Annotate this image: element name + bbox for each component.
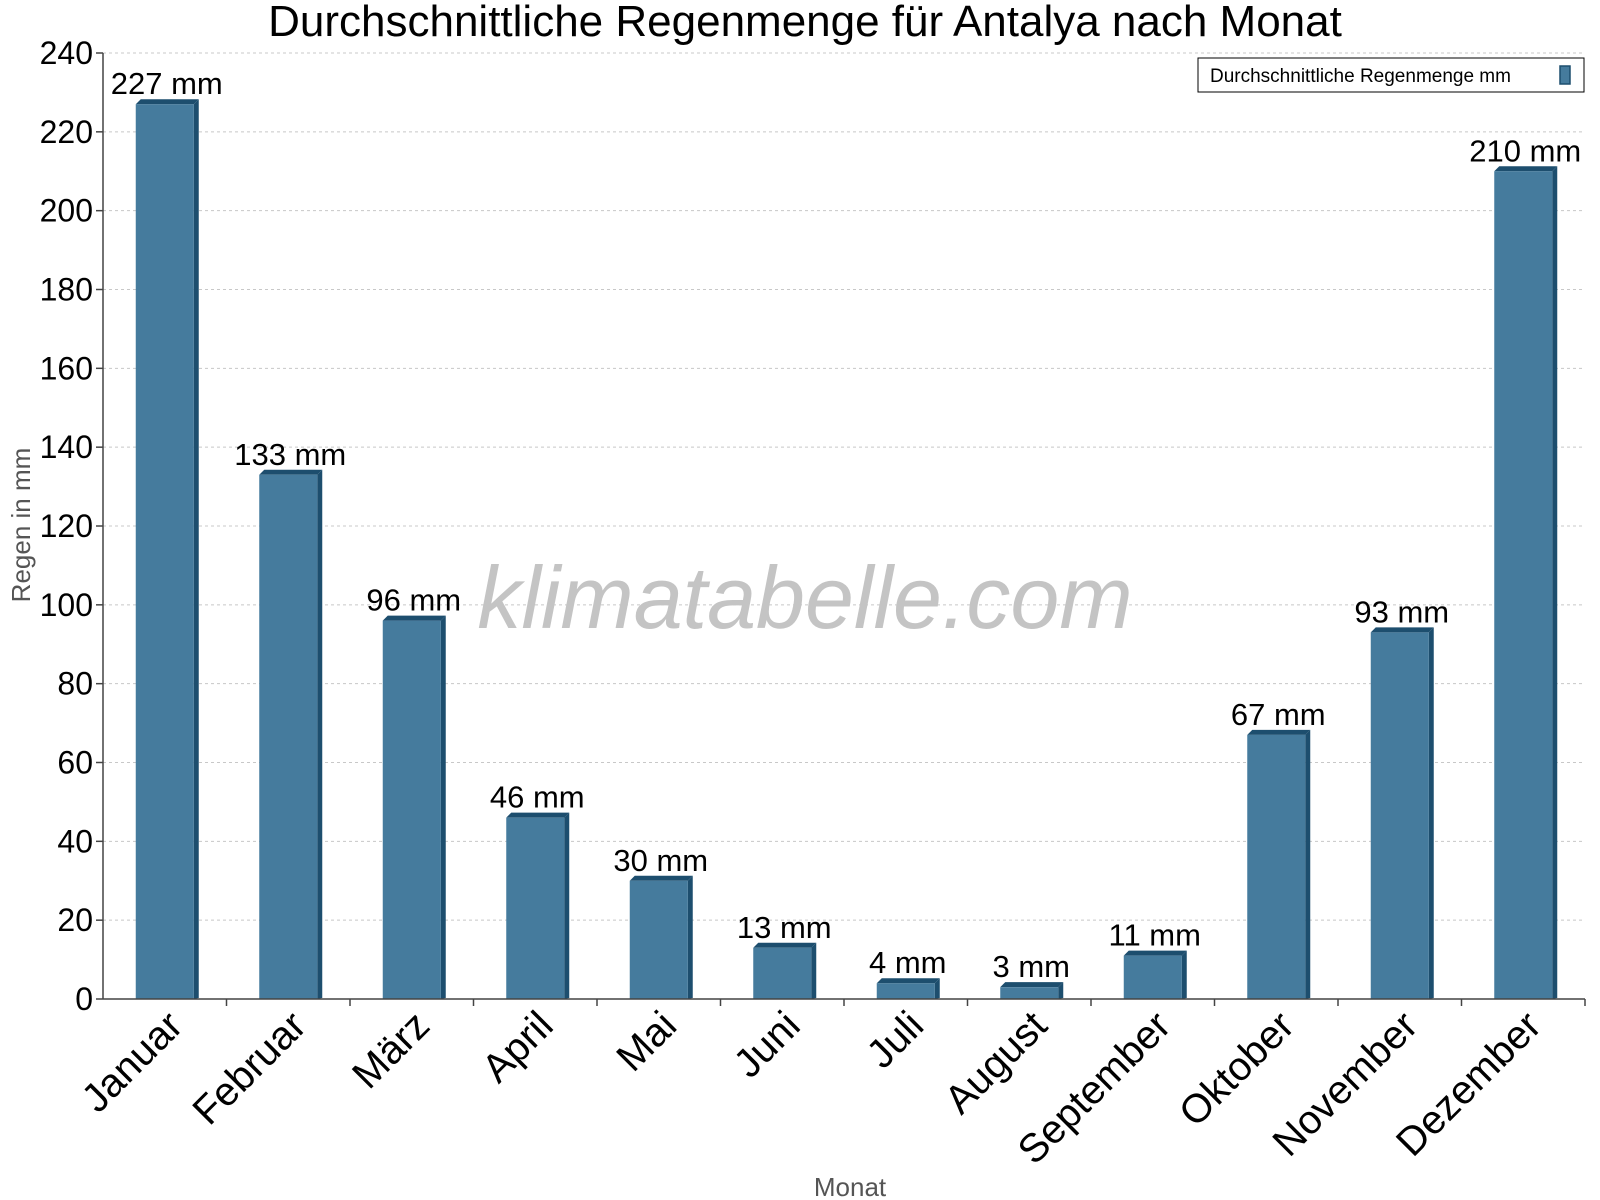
bar-august [1000, 982, 1064, 999]
bar-februar [259, 469, 323, 1000]
bar [506, 817, 565, 999]
data-label: 46 mm [490, 780, 585, 815]
x-tick-label: Januar [74, 1003, 192, 1121]
bar-top [753, 942, 817, 948]
bar-märz [382, 615, 446, 999]
y-tick-label: 220 [40, 114, 93, 150]
bar-top [1247, 729, 1311, 735]
bar-april [506, 812, 570, 999]
value-labels: 227 mm 133 mm 96 mm 46 mm 30 mm 13 mm 4 mm 3 mm… [111, 66, 1581, 984]
x-tick-label: Mai [608, 1003, 685, 1080]
y-tick-label: 200 [40, 193, 93, 229]
data-label: 67 mm [1231, 697, 1326, 732]
bar-mai [629, 875, 693, 999]
y-tick-label: 140 [40, 429, 93, 465]
bar-juli [876, 978, 940, 999]
x-tick-label: Februar [184, 1003, 314, 1133]
bar-side [1181, 950, 1187, 999]
x-tick-label: März [344, 1003, 438, 1097]
bar-side [564, 812, 570, 999]
bar-top [135, 99, 199, 105]
bar-side [1552, 166, 1558, 999]
bar [629, 880, 688, 999]
x-tick-label: August [936, 1003, 1055, 1122]
data-label: 11 mm [1109, 918, 1201, 953]
bar-september [1123, 950, 1187, 999]
bar-side [317, 469, 323, 1000]
bar [753, 947, 812, 999]
y-tick-label: 180 [40, 272, 93, 308]
bar-dezember [1494, 166, 1558, 999]
bar [876, 983, 935, 999]
gridlines [103, 52, 1585, 921]
bar-side [1058, 982, 1064, 999]
bar-side [1428, 627, 1434, 999]
bar-top [876, 978, 940, 984]
x-tick-label: April [474, 1003, 562, 1091]
y-tick-label: 0 [75, 981, 93, 1017]
data-label: 210 mm [1469, 133, 1581, 168]
y-tick-label: 240 [40, 35, 93, 71]
bar [259, 474, 318, 1000]
bar-november [1370, 627, 1434, 999]
y-tick-label: 120 [40, 508, 93, 544]
data-label: 96 mm [366, 583, 461, 618]
data-label: 13 mm [737, 910, 832, 945]
data-label: 3 mm [993, 949, 1071, 984]
y-axis-label: Regen in mm [6, 448, 36, 603]
y-tick-label: 60 [57, 745, 93, 781]
bar-top [1123, 950, 1187, 956]
y-tick-label: 40 [57, 823, 93, 859]
bar [1370, 632, 1429, 999]
bar [382, 620, 441, 999]
bar [1494, 171, 1553, 999]
bars [135, 99, 1558, 1000]
bar-top [382, 615, 446, 621]
bar-top [259, 469, 323, 475]
y-tick-label: 100 [40, 587, 93, 623]
bar-top [506, 812, 570, 818]
bar-side [811, 942, 817, 999]
bar-side [193, 99, 199, 999]
bar [135, 104, 194, 999]
x-axis-label: Monat [814, 1172, 887, 1200]
chart-title: Durchschnittliche Regenmenge für Antalya… [268, 0, 1342, 46]
data-label: 4 mm [869, 945, 947, 980]
data-label: 133 mm [234, 437, 346, 472]
bar [1000, 987, 1059, 999]
x-tick-label: Juni [726, 1003, 809, 1086]
data-label: 227 mm [111, 66, 223, 101]
legend-label: Durchschnittliche Regenmenge mm [1210, 66, 1511, 87]
legend: Durchschnittliche Regenmenge mm [1197, 57, 1585, 93]
bar-top [1000, 982, 1064, 988]
bar [1123, 955, 1182, 999]
legend-box [1197, 57, 1585, 93]
bar-side [1305, 729, 1311, 999]
data-label: 30 mm [613, 843, 708, 878]
y-tick-label: 80 [57, 666, 93, 702]
bar-side [440, 615, 446, 999]
bar-top [1370, 627, 1434, 633]
x-tick-label: Juli [859, 1003, 933, 1077]
data-label: 93 mm [1354, 594, 1449, 629]
bar-side [687, 875, 693, 999]
y-tick-label: 160 [40, 350, 93, 386]
y-tick-label: 20 [57, 902, 93, 938]
bar-januar [135, 99, 199, 999]
legend-swatch [1559, 65, 1571, 85]
bar-side [934, 978, 940, 999]
bar-oktober [1247, 729, 1311, 999]
bar [1247, 734, 1306, 999]
bar-top [629, 875, 693, 881]
bar-top [1494, 166, 1558, 172]
watermark: klimatabelle.com [477, 548, 1132, 647]
bar-juni [753, 942, 817, 999]
